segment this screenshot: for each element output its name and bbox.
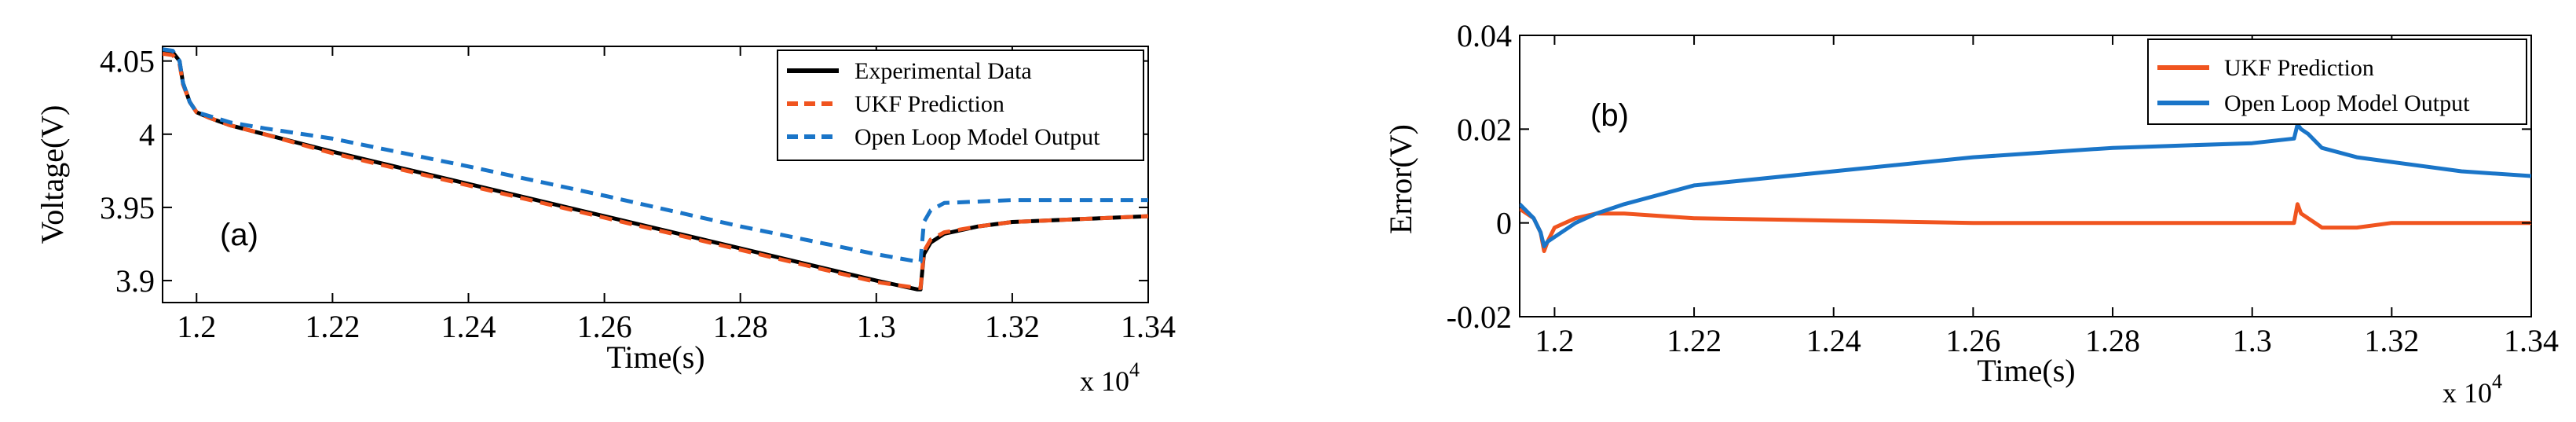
panel-b-y-tick-label: 0.04 [1457, 18, 1512, 53]
panel-a-y-tick-label: 3.9 [115, 263, 155, 299]
panel-a-series-line-3 [163, 47, 1148, 264]
panel-b-y-ticks: -0.02 0 0.02 0.04 [1447, 18, 2531, 335]
panel-b-series-group [1520, 122, 2531, 253]
panel-b-y-tick-label: -0.02 [1447, 299, 1512, 335]
panel-b-x-tick-label: 1.22 [1667, 323, 1722, 358]
panel-a-x-tick-label: 1.28 [713, 309, 768, 344]
panel-a-x-tick-label: 1.32 [985, 309, 1040, 344]
panel-b-x-tick-label: 1.32 [2364, 323, 2419, 358]
panel-a-label: (a) [220, 218, 258, 252]
panel-a-series-group [163, 47, 1148, 292]
panel-a-x-tick-label: 1.26 [577, 309, 632, 344]
panel-a-x-axis-label: Time(s) [606, 339, 704, 375]
panel-b-x-multiplier: x 104 [2442, 370, 2502, 409]
panel-b-y-tick-label: 0.02 [1457, 112, 1512, 147]
panel-a-legend-label: Experimental Data [854, 58, 1032, 84]
panel-b-legend-label: Open Loop Model Output [2224, 90, 2470, 116]
panel-a-y-tick-label: 4 [139, 117, 155, 152]
panel-a-x-multiplier-exponent: 4 [1129, 358, 1140, 381]
panel-a-legend-label: UKF Prediction [854, 91, 1004, 117]
panel-a-x-tick-label: 1.22 [305, 309, 360, 344]
panel-a-y-ticks: 3.9 3.95 4 4.05 [100, 44, 1148, 299]
panel-b-legend-box [2147, 39, 2527, 125]
panel-a-legend-label: Open Loop Model Output [854, 124, 1100, 150]
panel-a-x-tick-label: 1.34 [1121, 309, 1176, 344]
panel-a-y-tick-label: 3.95 [100, 190, 155, 226]
panel-b-error-chart: 1.2 1.22 1.24 1.26 1.28 1.3 1.32 1.34 -0.02 0 0.0… [1383, 18, 2559, 409]
panel-b-x-tick-label: 1.28 [2085, 323, 2140, 358]
panel-a-y-axis-label: Voltage(V) [35, 105, 70, 244]
panel-b-x-tick-label: 1.34 [2504, 323, 2559, 358]
panel-b-y-axis-label: Error(V) [1383, 124, 1418, 234]
panel-a-x-tick-label: 1.3 [857, 309, 896, 344]
panel-a-series-line-2 [163, 51, 1148, 290]
panel-b-x-multiplier-base: x 10 [2442, 377, 2492, 409]
panel-b-legend-label: UKF Prediction [2224, 55, 2374, 81]
panel-a-x-tick-label: 1.2 [177, 309, 216, 344]
panel-b-series-line-2 [1520, 122, 2531, 248]
panel-b-x-tick-label: 1.3 [2233, 323, 2272, 358]
panel-b-x-multiplier-exponent: 4 [2492, 370, 2502, 393]
panel-b-label: (b) [1590, 98, 1629, 133]
panel-b-x-axis-label: Time(s) [1977, 353, 2075, 388]
panel-a-x-multiplier-base: x 10 [1080, 365, 1129, 397]
panel-a-x-multiplier: x 104 [1080, 358, 1140, 397]
panel-a-x-tick-label: 1.24 [441, 309, 496, 344]
panel-b-x-ticks: 1.2 1.22 1.24 1.26 1.28 1.3 1.32 1.34 [1535, 35, 2559, 358]
panel-b-x-tick-label: 1.26 [1945, 323, 2000, 358]
panel-a-x-ticks: 1.2 1.22 1.24 1.26 1.28 1.3 1.32 1.34 [177, 46, 1176, 344]
panel-b-y-tick-label: 0 [1496, 206, 1512, 241]
panel-a-plot-frame [162, 46, 1149, 303]
panel-a-y-tick-label: 4.05 [100, 44, 155, 79]
panel-b-x-tick-label: 1.2 [1535, 323, 1574, 358]
panel-b-series-line-1 [1520, 202, 2531, 253]
panel-a-voltage-chart: 1.2 1.22 1.24 1.26 1.28 1.3 1.32 1.34 3.9 3.95 4 4… [35, 44, 1176, 397]
panel-a-legend: Experimental Data UKF Prediction Open Loop… [777, 50, 1144, 161]
panel-b-legend: UKF Prediction Open Loop Model Output [2147, 39, 2527, 125]
panel-b-x-tick-label: 1.24 [1806, 323, 1861, 358]
